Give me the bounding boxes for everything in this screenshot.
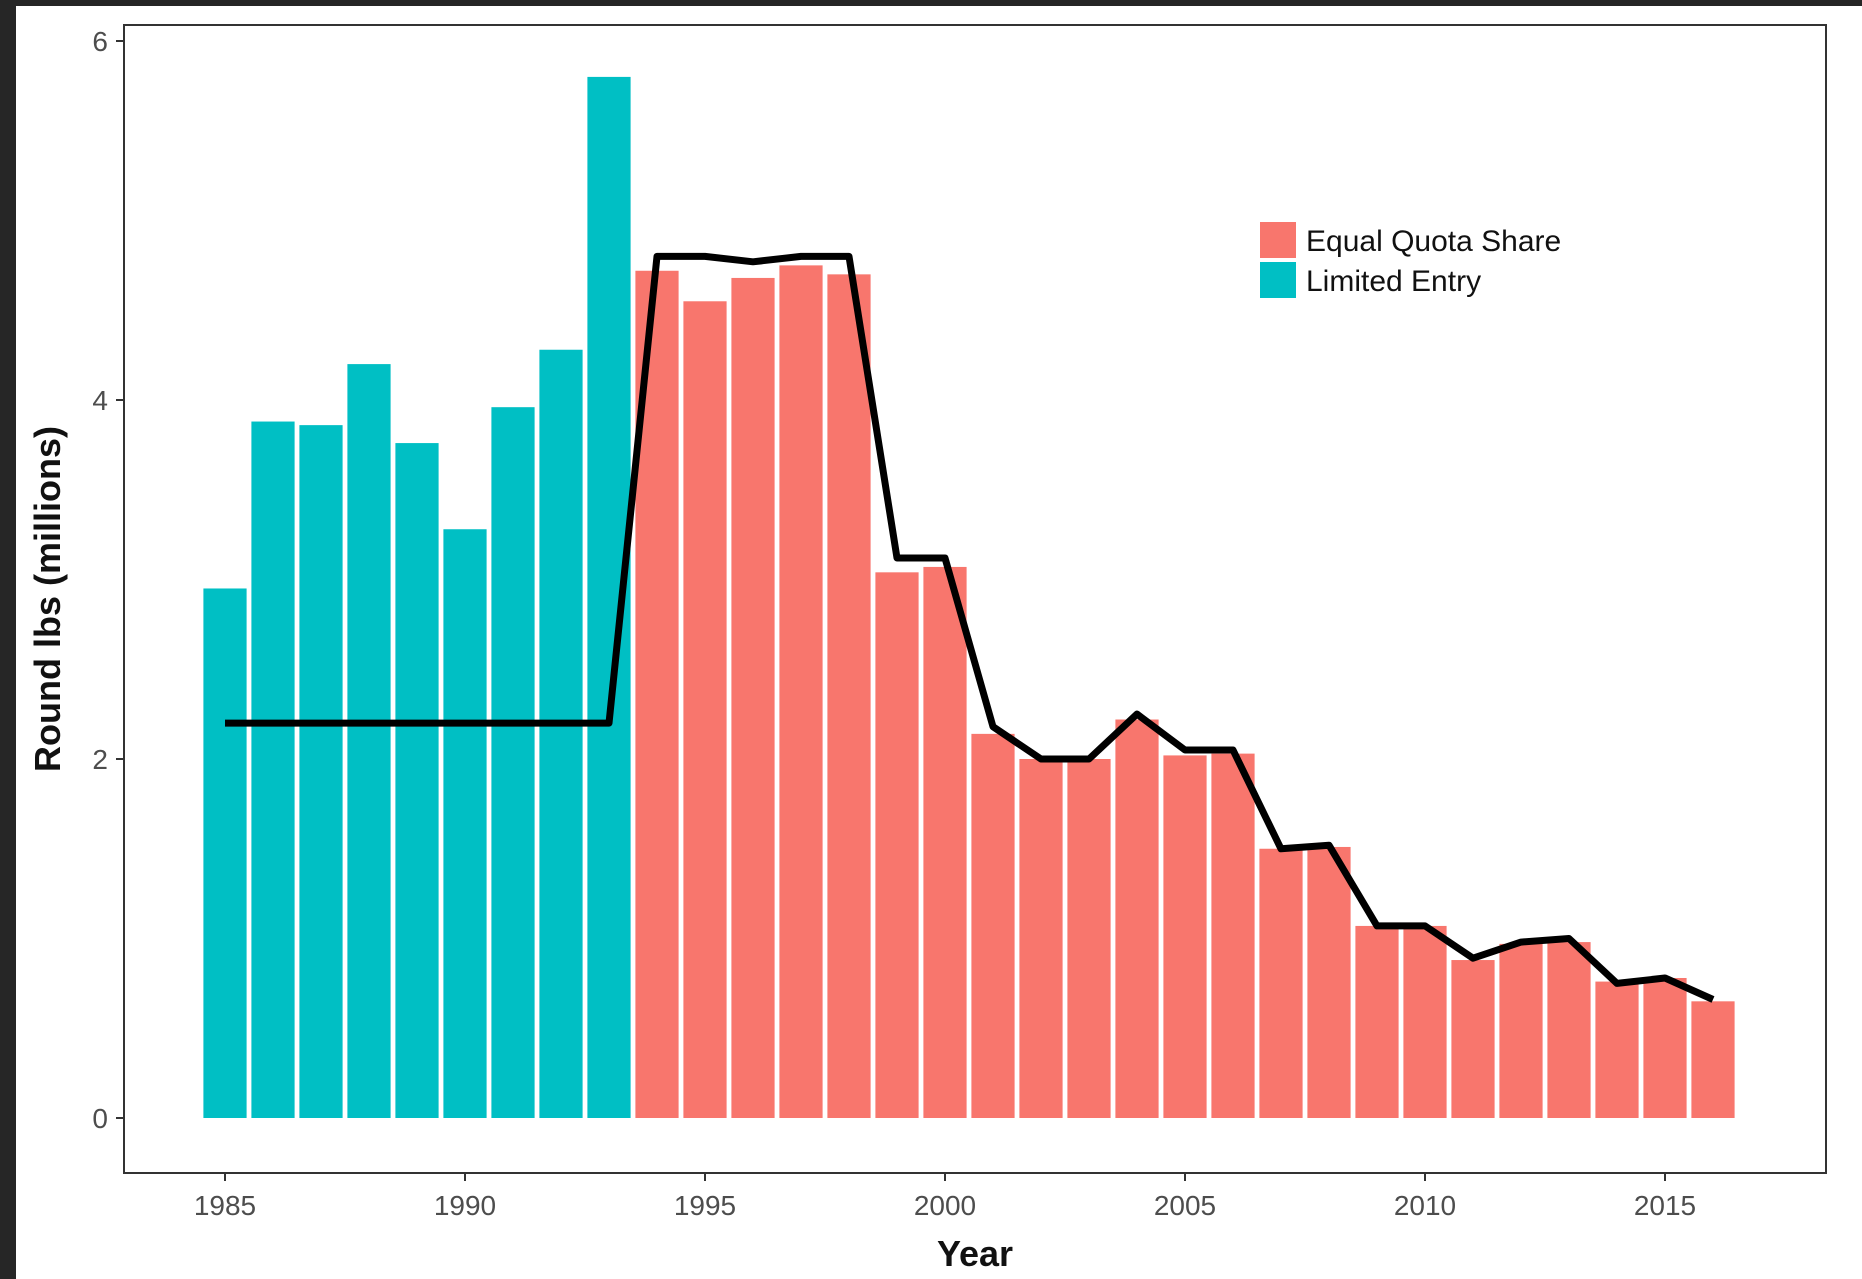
bar-equal-quota-share-2001 xyxy=(971,733,1015,1118)
bar-equal-quota-share-1999 xyxy=(875,572,919,1118)
bar-equal-quota-share-2002 xyxy=(1019,759,1063,1118)
bar-limited-entry-1992 xyxy=(539,349,583,1118)
y-tick-label-0: 0 xyxy=(92,1103,108,1134)
plot-panel-border xyxy=(123,24,1827,1174)
x-tick-label-1985: 1985 xyxy=(194,1190,256,1221)
y-tick-label-2: 2 xyxy=(92,744,108,775)
bar-equal-quota-share-1995 xyxy=(683,301,727,1118)
y-axis-title: Round lbs (millions) xyxy=(27,426,68,772)
y-axis: 0 2 4 6 xyxy=(92,26,124,1134)
y-tick-label-4: 4 xyxy=(92,385,108,416)
x-axis: 1985 1990 1995 2000 2005 2010 2015 xyxy=(194,1173,1696,1221)
bar-limited-entry-1988 xyxy=(347,364,391,1119)
bar-equal-quota-share-2005 xyxy=(1163,755,1207,1118)
legend-label-equal-quota-share: Equal Quota Share xyxy=(1306,225,1561,258)
bar-limited-entry-1986 xyxy=(251,421,295,1118)
x-axis-title: Year xyxy=(937,1233,1013,1274)
bar-limited-entry-1989 xyxy=(395,443,439,1119)
bar-equal-quota-share-1997 xyxy=(779,265,823,1118)
bar-equal-quota-share-2014 xyxy=(1595,981,1639,1118)
bars xyxy=(203,76,1735,1119)
legend-key-limited-entry xyxy=(1260,262,1296,298)
x-tick-label-2005: 2005 xyxy=(1154,1190,1216,1221)
bar-equal-quota-share-2007 xyxy=(1259,848,1303,1118)
x-tick-label-2015: 2015 xyxy=(1634,1190,1696,1221)
trend-line-group xyxy=(225,252,1715,1003)
legend-label-limited-entry: Limited Entry xyxy=(1306,265,1481,298)
bar-limited-entry-1991 xyxy=(491,407,535,1118)
x-tick-label-1990: 1990 xyxy=(434,1190,496,1221)
bar-equal-quota-share-2009 xyxy=(1355,925,1399,1118)
bar-equal-quota-share-1996 xyxy=(731,277,775,1118)
bar-equal-quota-share-2016 xyxy=(1691,1001,1735,1118)
x-tick-label-2010: 2010 xyxy=(1394,1190,1456,1221)
bar-equal-quota-share-2008 xyxy=(1307,846,1351,1118)
bar-limited-entry-1985 xyxy=(203,588,247,1118)
bar-equal-quota-share-2013 xyxy=(1547,942,1591,1118)
bar-equal-quota-share-2010 xyxy=(1403,925,1447,1118)
bar-equal-quota-share-2015 xyxy=(1643,977,1687,1118)
bar-equal-quota-share-2011 xyxy=(1451,960,1495,1118)
bar-equal-quota-share-2004 xyxy=(1115,719,1159,1118)
bar-equal-quota-share-2000 xyxy=(923,566,967,1118)
trend-line xyxy=(225,252,1715,1003)
bar-equal-quota-share-2003 xyxy=(1067,759,1111,1118)
legend-key-equal-quota-share xyxy=(1260,222,1296,258)
legend: Equal Quota Share Limited Entry xyxy=(1260,222,1561,298)
bar-limited-entry-1987 xyxy=(299,425,343,1118)
y-tick-label-6: 6 xyxy=(92,26,108,57)
bar-equal-quota-share-2006 xyxy=(1211,753,1255,1118)
bar-equal-quota-share-2012 xyxy=(1499,943,1543,1118)
x-tick-label-2000: 2000 xyxy=(914,1190,976,1221)
bar-equal-quota-share-1998 xyxy=(827,274,871,1119)
bar-limited-entry-1990 xyxy=(443,529,487,1118)
x-tick-label-1995: 1995 xyxy=(674,1190,736,1221)
